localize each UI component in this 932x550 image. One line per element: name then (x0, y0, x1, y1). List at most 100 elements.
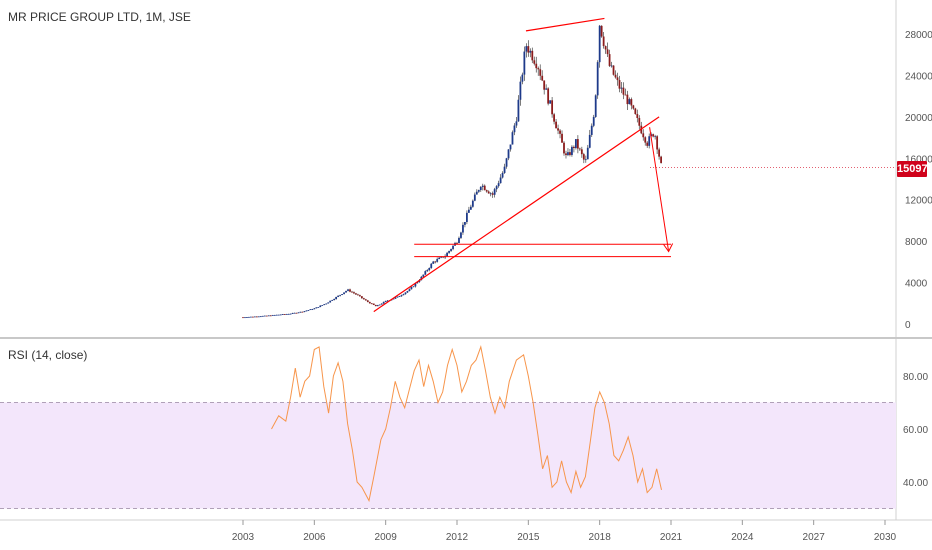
price-tick-label: 24000 (905, 71, 932, 82)
candle-body (283, 314, 286, 315)
candle-body (636, 114, 639, 119)
candle-body (394, 297, 397, 299)
candle-body (378, 304, 381, 306)
candle-body (339, 294, 341, 296)
candle-body (303, 311, 306, 312)
candle-body (610, 65, 613, 67)
time-tick-label: 2024 (731, 532, 754, 543)
candle-body (269, 315, 272, 317)
candle-body (406, 291, 409, 293)
candle-body (400, 295, 403, 297)
price-tick-label: 4000 (905, 279, 928, 290)
trend-drawings[interactable] (373, 17, 896, 313)
candle-body (460, 232, 462, 238)
candle-body (489, 193, 492, 195)
candle-body (559, 130, 561, 134)
candle-body (644, 137, 647, 143)
candle-body (317, 307, 320, 308)
candle-body (477, 190, 480, 192)
candle-body (551, 100, 554, 115)
candle-body (499, 177, 502, 184)
candle-body (473, 194, 476, 201)
candle-body (360, 296, 363, 299)
candle-body (529, 50, 532, 53)
time-tick-label: 2018 (589, 532, 612, 543)
time-axis[interactable]: 2003 2006 2009 2012 2015 2018 2021 2024 2027 2030 (232, 520, 897, 543)
candle-body (626, 94, 629, 105)
candle-body (608, 54, 611, 66)
time-tick-label: 2006 (303, 532, 326, 543)
candle-body (561, 133, 563, 143)
candle-body (414, 283, 417, 287)
candle-body (410, 287, 413, 290)
candle-body (656, 136, 659, 150)
candle-body (351, 291, 353, 293)
candle-body (261, 315, 264, 317)
candle-body (313, 308, 316, 310)
price-axis[interactable]: 0 4000 8000 12000 16000 20000 24000 28000 (905, 30, 932, 331)
candle-body (370, 303, 373, 305)
candle-body (273, 314, 276, 316)
candle-body (527, 46, 530, 53)
candle-body (301, 311, 304, 313)
candle-body (438, 257, 441, 260)
candle-body (396, 296, 399, 298)
candle-body (592, 116, 595, 126)
candle-body (416, 281, 419, 284)
rsi-axis[interactable]: 40.00 60.00 80.00 (903, 372, 928, 489)
candle-body (353, 292, 355, 294)
candle-body (652, 134, 655, 137)
candle-body (331, 300, 334, 301)
candle-body (255, 316, 258, 318)
candle-body (545, 88, 548, 90)
candle-body (333, 299, 336, 301)
candle-body (345, 290, 347, 293)
candle-body (335, 296, 338, 300)
candle-body (646, 142, 649, 146)
candle-body (293, 312, 296, 314)
candle-body (638, 118, 641, 126)
candle-body (380, 303, 383, 305)
candle-body (384, 300, 387, 302)
candle-body (493, 189, 496, 195)
candle-body (325, 303, 328, 305)
candle-body (392, 298, 395, 300)
candle-body (246, 317, 248, 319)
candle-body (553, 114, 555, 122)
candle-body (582, 154, 585, 160)
top-resistance-line (525, 17, 605, 32)
candle-body (295, 312, 298, 314)
candle-body (495, 186, 498, 190)
candle-body (404, 292, 407, 295)
candle-body (515, 121, 518, 126)
candle-body (648, 136, 651, 146)
candle-body (432, 261, 435, 264)
rsi-indicator-title[interactable]: RSI (14, close) (8, 348, 88, 362)
candle-body (376, 305, 379, 307)
candle-body (315, 307, 318, 309)
candle-body (491, 193, 494, 195)
candle-body (285, 314, 288, 315)
candle-body (327, 302, 330, 304)
candle-body (307, 310, 310, 311)
candle-body (535, 63, 538, 69)
candle-body (299, 311, 302, 313)
candle-body (604, 46, 607, 50)
candle-body (287, 313, 290, 315)
candle-body (523, 51, 526, 75)
candle-body (271, 315, 274, 316)
candle-body (596, 62, 599, 96)
candle-body (537, 68, 540, 70)
candle-body (563, 142, 565, 154)
candle-body (505, 158, 508, 167)
rising-support-trendline (373, 116, 660, 313)
candle-body (481, 185, 484, 187)
candle-body (422, 274, 425, 277)
candle-body (372, 303, 375, 305)
candle-body (594, 95, 597, 117)
candle-body (555, 121, 557, 129)
candle-body (452, 245, 454, 250)
candle-body (297, 312, 300, 314)
candle-body (612, 65, 615, 75)
